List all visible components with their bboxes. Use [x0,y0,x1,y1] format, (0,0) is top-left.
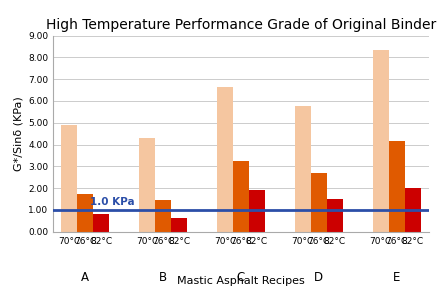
Bar [155,200,171,232]
Bar [389,141,405,232]
Bar [139,138,155,232]
Text: A: A [81,271,89,284]
Bar [217,87,233,232]
Text: 1.0 KPa: 1.0 KPa [90,197,134,207]
Bar [93,214,109,232]
Y-axis label: G*/Sinδ (KPa): G*/Sinδ (KPa) [14,96,24,171]
Bar [171,217,187,232]
Text: B: B [159,271,167,284]
X-axis label: Mastic Asphalt Recipes: Mastic Asphalt Recipes [177,276,305,286]
Bar [311,173,327,232]
Bar [77,194,93,232]
Text: C: C [237,271,245,284]
Bar [295,106,311,232]
Bar [249,190,265,232]
Bar [61,125,77,232]
Text: E: E [393,271,400,284]
Bar [373,50,389,232]
Bar [405,188,421,232]
Bar [233,161,249,232]
Text: D: D [314,271,324,284]
Bar [327,199,343,232]
Title: High Temperature Performance Grade of Original Binder: High Temperature Performance Grade of Or… [46,18,436,32]
